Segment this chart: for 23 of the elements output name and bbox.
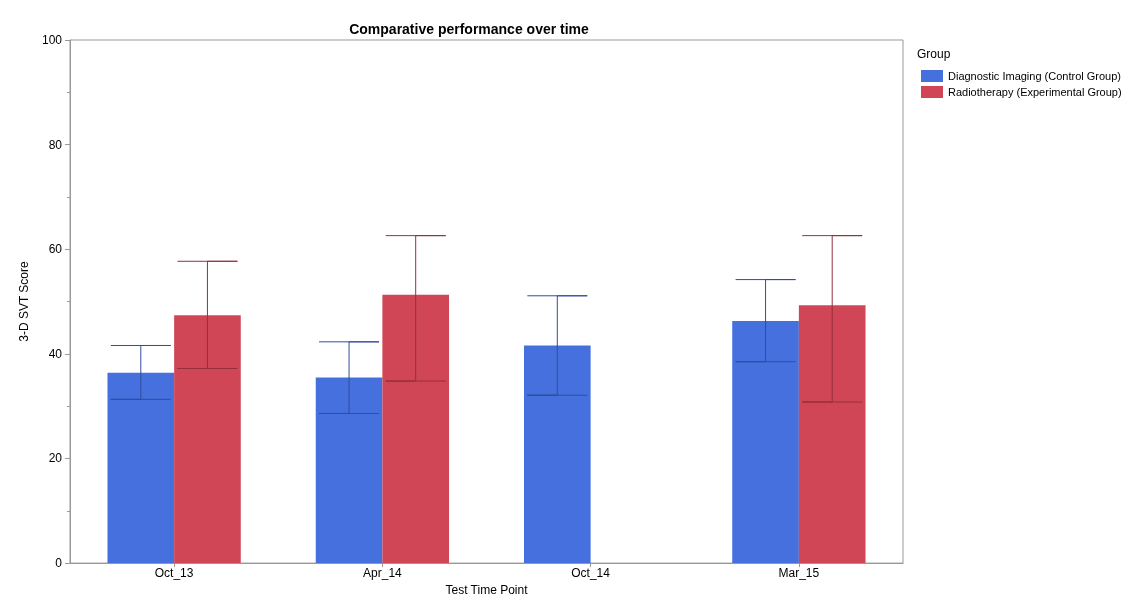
y-tick-label: 60 [48, 242, 63, 257]
y-axis-title: 3-D SVT Score [17, 260, 31, 342]
bar [315, 377, 383, 564]
x-tick-label: Mar_15 [778, 566, 820, 581]
y-tick-label: 40 [48, 346, 63, 361]
x-tick-label: Apr_14 [363, 566, 403, 581]
y-tick-label: 100 [41, 33, 63, 47]
x-tick-label: Oct_13 [154, 566, 194, 581]
bar [732, 320, 799, 564]
bar [107, 372, 175, 564]
legend-label: Diagnostic Imaging (Control Group) [948, 70, 1122, 82]
x-axis-title: Test Time Point [445, 583, 529, 597]
bar [382, 294, 450, 564]
bar [798, 305, 866, 564]
x-tick-label: Oct_14 [571, 566, 611, 581]
bar [174, 315, 241, 564]
y-tick-label: 20 [48, 451, 63, 466]
bar [523, 345, 591, 564]
chart-title: Comparative performance over time [349, 21, 590, 37]
legend-label: Radiotherapy (Experimental Group) [948, 86, 1122, 98]
y-tick-label: 80 [48, 137, 63, 152]
y-tick-label: 0 [55, 556, 63, 571]
legend-title: Group [917, 47, 951, 61]
